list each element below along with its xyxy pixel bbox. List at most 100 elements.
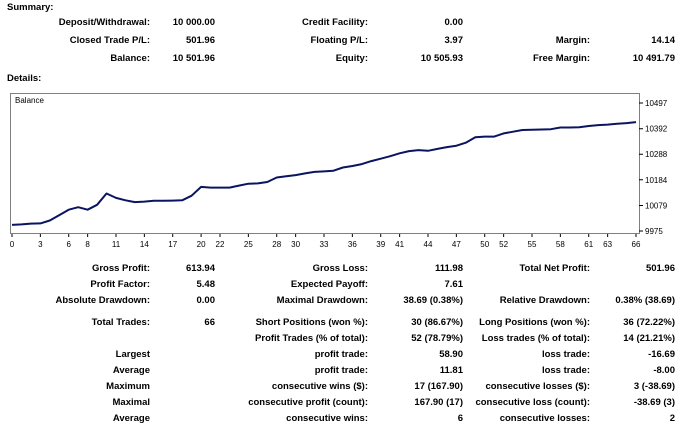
free-margin-label: Free Margin:: [532, 53, 590, 64]
margin-label: Margin:: [555, 35, 590, 46]
floating-pl-value: 3.97: [444, 35, 464, 46]
short-positions-value: 30 (86.67%): [411, 317, 463, 328]
maximal-label: Maximal: [112, 397, 151, 408]
gross-profit-value: 613.94: [185, 263, 215, 274]
expected-payoff-value: 7.61: [444, 279, 464, 290]
deposit-value: 10 000.00: [172, 17, 215, 28]
floating-pl-label: Floating P/L:: [310, 35, 368, 46]
summary-heading: Summary:: [7, 2, 54, 13]
average-consecutive-wins-value: 6: [457, 413, 463, 424]
total-net-profit-value: 501.96: [645, 263, 675, 274]
x-tick-label: 22: [216, 240, 225, 249]
x-tick-label: 36: [348, 240, 357, 249]
equity-value: 10 505.93: [420, 53, 463, 64]
x-tick-label: 63: [603, 240, 612, 249]
total-trades-label: Total Trades:: [91, 317, 150, 328]
maximal-consecutive-profit-value: 167.90 (17): [414, 397, 463, 408]
credit-facility-value: 0.00: [444, 17, 464, 28]
maximal-consecutive-loss-value: -38.69 (3): [633, 397, 675, 408]
x-tick-label: 30: [291, 240, 300, 249]
average-consecutive-label: Average: [112, 413, 150, 424]
x-tick-label: 3: [38, 240, 43, 249]
free-margin-value: 10 491.79: [632, 53, 675, 64]
details-heading: Details:: [7, 73, 42, 84]
x-axis: 0 3 6 8 11 14 17 20 22 25 28 30 33 36 39 41 44 47 50 52 55 58…: [10, 234, 641, 249]
maximal-drawdown-value: 38.69 (0.38%): [403, 295, 463, 306]
average-loss-trade-label: loss trade:: [541, 365, 590, 376]
profit-trades-value: 52 (78.79%): [411, 333, 463, 344]
x-tick-label: 66: [632, 240, 641, 249]
deposit-label: Deposit/Withdrawal:: [58, 17, 150, 28]
x-tick-label: 39: [376, 240, 385, 249]
long-positions-label: Long Positions (won %):: [479, 317, 590, 328]
balance-value: 10 501.96: [172, 53, 215, 64]
absolute-drawdown-label: Absolute Drawdown:: [55, 295, 150, 306]
chart-title: Balance: [15, 96, 44, 105]
x-tick-label: 11: [112, 240, 121, 249]
loss-trades-value: 14 (21.21%): [623, 333, 675, 344]
average-consecutive-losses-label: consecutive losses:: [499, 413, 590, 424]
average-profit-trade-label: profit trade:: [314, 365, 368, 376]
x-tick-label: 58: [556, 240, 565, 249]
max-consecutive-wins-label: consecutive wins ($):: [271, 381, 368, 392]
average-label: Average: [112, 365, 150, 376]
closed-pl-value: 501.96: [185, 35, 215, 46]
x-tick-label: 0: [10, 240, 15, 249]
y-tick-label: 10392: [645, 125, 668, 134]
average-consecutive-wins-label: consecutive wins:: [286, 413, 368, 424]
largest-loss-trade-label: loss trade:: [541, 349, 590, 360]
short-positions-label: Short Positions (won %):: [255, 317, 368, 328]
average-consecutive-losses-value: 2: [669, 413, 675, 424]
credit-facility-label: Credit Facility:: [302, 17, 368, 28]
x-tick-label: 55: [528, 240, 537, 249]
y-tick-label: 10288: [645, 150, 668, 159]
x-tick-label: 52: [499, 240, 508, 249]
profit-factor-label: Profit Factor:: [90, 279, 150, 290]
profit-trades-label: Profit Trades (% of total):: [255, 333, 368, 344]
largest-label: Largest: [115, 349, 150, 360]
largest-profit-trade-value: 58.90: [439, 349, 463, 360]
equity-label: Equity:: [335, 53, 368, 64]
balance-label: Balance:: [110, 53, 150, 64]
balance-chart: Balance 9975 10079 10184 10288 10392 10497 0 3…: [10, 93, 668, 249]
total-trades-value: 66: [204, 317, 215, 328]
long-positions-value: 36 (72.22%): [623, 317, 675, 328]
relative-drawdown-value: 0.38% (38.69): [615, 295, 675, 306]
expected-payoff-label: Expected Payoff:: [290, 279, 368, 290]
y-tick-label: 10184: [645, 176, 668, 185]
loss-trades-label: Loss trades (% of total):: [481, 333, 590, 344]
y-axis: 9975 10079 10184 10288 10392 10497: [639, 99, 668, 236]
x-tick-label: 44: [424, 240, 433, 249]
maximal-consecutive-profit-label: consecutive profit (count):: [248, 397, 368, 408]
largest-loss-trade-value: -16.69: [648, 349, 675, 360]
x-tick-label: 28: [272, 240, 281, 249]
total-net-profit-label: Total Net Profit:: [519, 263, 590, 274]
maximum-label: Maximum: [106, 381, 150, 392]
max-consecutive-losses-value: 3 (-38.69): [633, 381, 675, 392]
x-tick-label: 8: [85, 240, 90, 249]
x-tick-label: 17: [168, 240, 177, 249]
x-tick-label: 47: [452, 240, 461, 249]
gross-loss-value: 111.98: [434, 263, 463, 274]
profit-factor-value: 5.48: [196, 279, 216, 290]
max-consecutive-losses-label: consecutive losses ($):: [485, 381, 590, 392]
x-tick-label: 20: [197, 240, 206, 249]
x-tick-label: 61: [584, 240, 593, 249]
absolute-drawdown-value: 0.00: [196, 295, 216, 306]
x-tick-label: 6: [67, 240, 72, 249]
y-tick-label: 10497: [645, 99, 668, 108]
max-consecutive-wins-value: 17 (167.90): [414, 381, 463, 392]
closed-pl-label: Closed Trade P/L:: [69, 35, 150, 46]
margin-value: 14.14: [651, 35, 675, 46]
y-tick-label: 10079: [645, 201, 668, 210]
gross-profit-label: Gross Profit:: [91, 263, 150, 274]
x-tick-label: 33: [320, 240, 329, 249]
x-tick-label: 14: [140, 240, 149, 249]
relative-drawdown-label: Relative Drawdown:: [499, 295, 590, 306]
gross-loss-label: Gross Loss:: [312, 263, 368, 274]
x-tick-label: 50: [480, 240, 489, 249]
y-tick-label: 9975: [645, 227, 663, 236]
maximal-drawdown-label: Maximal Drawdown:: [276, 295, 368, 306]
average-profit-trade-value: 11.81: [439, 365, 463, 376]
average-loss-trade-value: -8.00: [653, 365, 675, 376]
